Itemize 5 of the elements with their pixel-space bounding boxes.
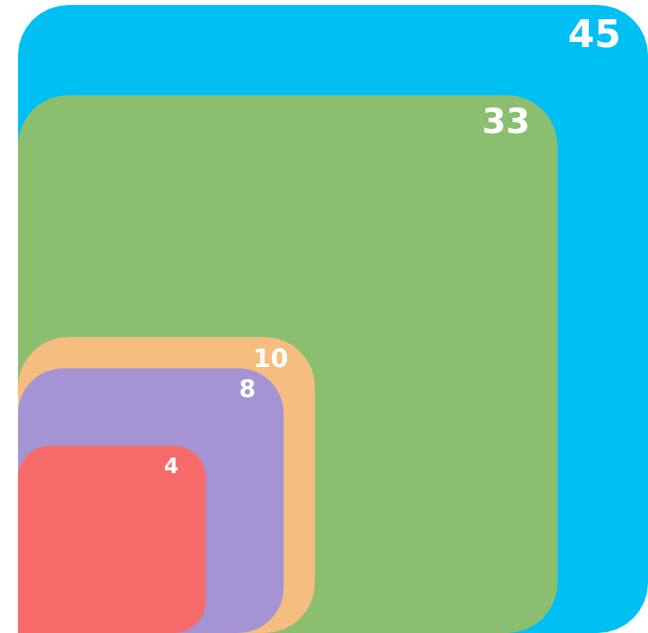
data-label: 45 [568, 12, 621, 56]
data-label: 33 [482, 102, 530, 142]
data-label: 10 [253, 344, 288, 373]
data-label: 8 [239, 375, 256, 403]
data-label: 4 [164, 453, 179, 478]
